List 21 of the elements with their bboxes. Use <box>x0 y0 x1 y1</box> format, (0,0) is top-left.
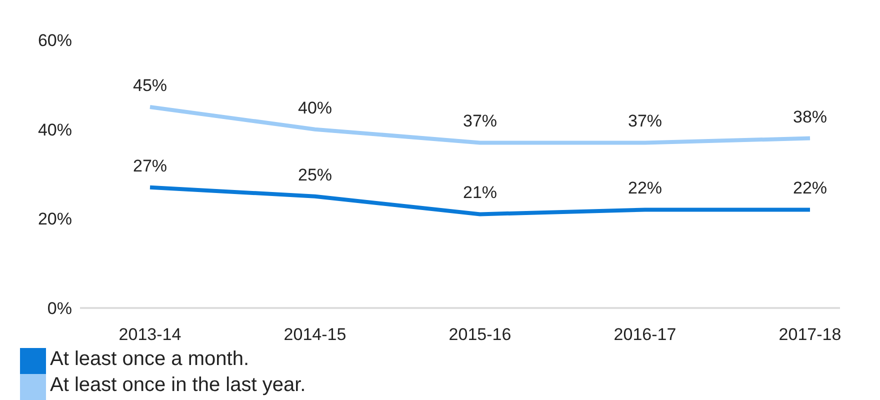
data-label: 37% <box>628 112 662 131</box>
data-label: 22% <box>628 178 662 198</box>
y-tick-label: 40% <box>38 120 72 140</box>
data-label: 22% <box>792 178 828 198</box>
y-tick-label: 0% <box>47 299 72 318</box>
x-tick-label: 2016-17 <box>614 325 676 344</box>
x-tick-label: 2017-18 <box>778 325 842 344</box>
data-label: 25% <box>298 165 332 184</box>
legend-label: At least once a month. <box>50 348 250 370</box>
data-label: 21% <box>462 183 498 202</box>
x-tick-label: 2014-15 <box>284 325 346 344</box>
data-label: 38% <box>792 107 828 126</box>
y-tick-label: 20% <box>38 210 72 229</box>
x-tick-label: 2015-16 <box>448 325 512 344</box>
data-label: 27% <box>132 156 168 176</box>
data-label: 37% <box>462 112 498 131</box>
data-label: 45% <box>132 76 168 95</box>
data-label: 40% <box>298 98 332 118</box>
legend-label: At least once in the last year. <box>50 374 306 396</box>
x-tick-label: 2013-14 <box>118 325 182 344</box>
y-tick-label: 60% <box>38 31 72 50</box>
